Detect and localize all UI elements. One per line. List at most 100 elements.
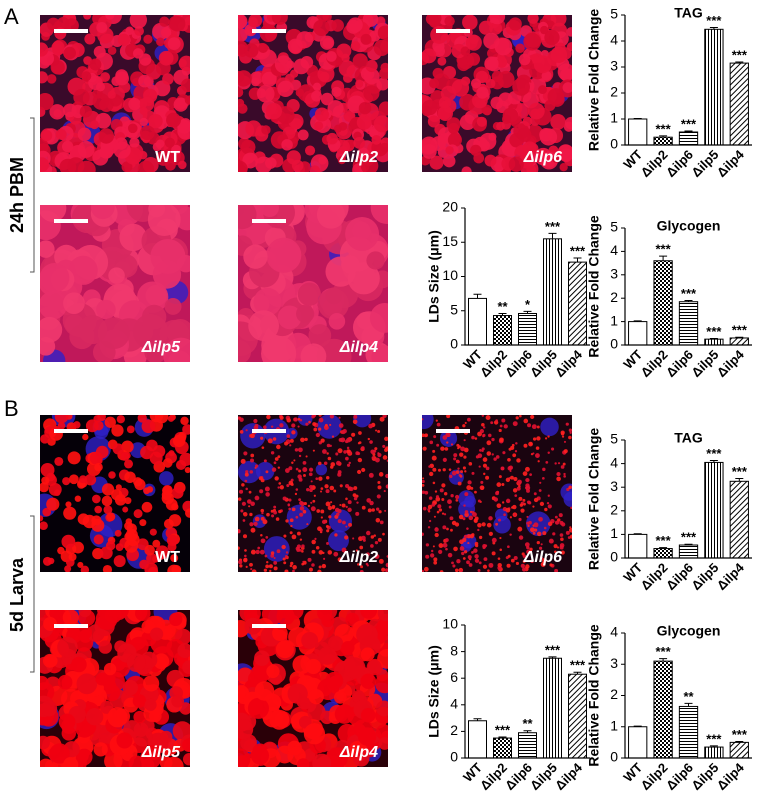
droplet	[81, 71, 92, 82]
droplet	[42, 507, 52, 517]
nucleus	[158, 471, 174, 486]
droplet	[115, 484, 122, 491]
droplet	[446, 527, 449, 531]
droplet	[343, 450, 347, 454]
droplet	[337, 155, 346, 165]
droplet	[532, 505, 535, 508]
droplet	[263, 425, 267, 430]
droplet	[92, 149, 109, 166]
y-tick-label: 4	[610, 242, 618, 258]
y-axis-label: Relative Fold Change	[586, 624, 602, 767]
droplet	[384, 436, 388, 441]
droplet	[463, 534, 468, 539]
droplet	[296, 531, 301, 536]
droplet	[265, 470, 269, 474]
droplet	[366, 552, 370, 557]
droplet	[330, 465, 334, 469]
droplet	[552, 532, 556, 536]
droplet	[497, 563, 502, 568]
droplet	[371, 508, 375, 512]
droplet	[507, 545, 510, 549]
droplet	[302, 560, 305, 563]
error-bar	[573, 257, 582, 263]
droplet	[54, 456, 64, 466]
droplet	[97, 415, 106, 422]
droplet	[290, 561, 294, 566]
y-tick-label: 0	[610, 549, 618, 565]
droplet	[379, 67, 388, 80]
droplet	[113, 141, 131, 159]
droplet	[71, 656, 87, 673]
droplet	[64, 565, 72, 572]
y-axis-label: Relative Fold Change	[586, 9, 602, 152]
row-label: 5d Larva	[7, 557, 27, 632]
droplet	[369, 440, 373, 444]
error-bar	[659, 135, 668, 138]
droplet	[442, 542, 448, 548]
droplet	[462, 517, 466, 521]
droplet	[265, 536, 269, 539]
droplet	[254, 650, 270, 667]
droplet	[430, 553, 435, 558]
error-bar	[523, 730, 532, 733]
droplet	[497, 518, 502, 522]
droplet	[146, 439, 158, 452]
droplet	[254, 516, 260, 522]
droplet	[299, 538, 303, 541]
droplet	[163, 337, 190, 362]
droplet	[530, 527, 535, 533]
droplet	[456, 559, 461, 564]
droplet	[125, 518, 132, 525]
droplet	[448, 468, 452, 471]
droplet	[248, 490, 252, 494]
droplet	[69, 474, 79, 485]
droplet	[241, 501, 246, 506]
droplet	[344, 535, 349, 540]
droplet	[366, 498, 371, 503]
droplet	[432, 449, 436, 453]
droplet	[345, 497, 348, 501]
droplet	[261, 125, 271, 135]
droplet	[483, 557, 488, 562]
droplet	[282, 557, 286, 561]
droplet	[435, 496, 441, 502]
chart-title: TAG	[674, 430, 703, 446]
droplet	[104, 671, 125, 692]
y-tick-label: 6	[450, 669, 458, 685]
droplet	[502, 501, 505, 504]
droplet	[384, 509, 387, 512]
droplet	[270, 551, 275, 555]
droplet	[474, 554, 479, 559]
droplet	[512, 504, 517, 510]
error-bar	[548, 232, 557, 239]
droplet	[422, 506, 427, 511]
droplet	[291, 159, 304, 172]
droplet	[347, 507, 352, 513]
image-label: Δilp6	[523, 549, 562, 566]
y-tick-label: 3	[610, 58, 618, 74]
droplet	[530, 559, 534, 563]
droplet	[383, 490, 386, 493]
droplet	[377, 452, 382, 458]
droplet	[543, 526, 547, 530]
error-bar	[633, 320, 642, 322]
droplet	[88, 75, 103, 91]
panel-label: A	[4, 4, 19, 29]
droplet	[386, 459, 388, 462]
droplet	[244, 479, 248, 483]
droplet	[559, 533, 564, 537]
bar	[704, 461, 724, 559]
droplet	[489, 15, 506, 25]
micrograph	[40, 205, 190, 362]
droplet	[459, 475, 463, 478]
droplet	[239, 564, 243, 568]
droplet	[62, 610, 79, 626]
droplet	[310, 480, 313, 483]
droplet	[238, 748, 251, 767]
droplet	[144, 562, 158, 572]
droplet	[259, 49, 277, 68]
droplet	[291, 461, 294, 464]
droplet	[371, 345, 388, 362]
bar	[704, 28, 724, 146]
droplet	[459, 114, 476, 131]
